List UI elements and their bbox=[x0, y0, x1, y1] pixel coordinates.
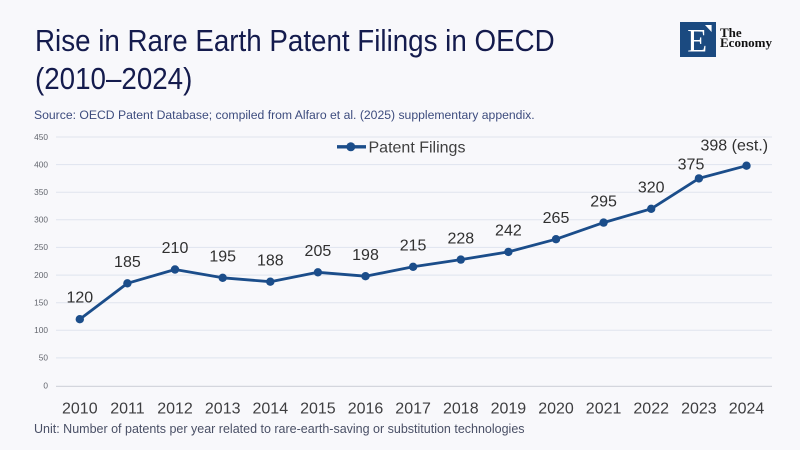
svg-text:2020: 2020 bbox=[538, 401, 574, 418]
svg-text:2012: 2012 bbox=[157, 401, 193, 418]
svg-text:320: 320 bbox=[638, 180, 665, 197]
svg-text:450: 450 bbox=[34, 132, 48, 142]
svg-text:120: 120 bbox=[66, 289, 93, 306]
svg-text:300: 300 bbox=[34, 215, 48, 225]
svg-text:228: 228 bbox=[447, 230, 474, 247]
svg-text:350: 350 bbox=[34, 187, 48, 197]
svg-text:2021: 2021 bbox=[586, 401, 622, 418]
svg-text:200: 200 bbox=[34, 270, 48, 280]
svg-text:188: 188 bbox=[257, 253, 284, 270]
svg-text:50: 50 bbox=[39, 353, 49, 363]
svg-text:242: 242 bbox=[495, 223, 522, 240]
svg-text:205: 205 bbox=[305, 243, 332, 260]
svg-text:2017: 2017 bbox=[395, 401, 431, 418]
svg-text:2023: 2023 bbox=[681, 401, 717, 418]
svg-text:2010: 2010 bbox=[62, 401, 98, 418]
svg-text:210: 210 bbox=[162, 240, 189, 257]
svg-text:198: 198 bbox=[352, 247, 379, 264]
svg-text:2022: 2022 bbox=[633, 401, 669, 418]
svg-text:E: E bbox=[687, 23, 707, 57]
svg-text:100: 100 bbox=[34, 325, 48, 335]
svg-text:2011: 2011 bbox=[110, 401, 145, 418]
svg-text:150: 150 bbox=[34, 298, 48, 308]
svg-text:2013: 2013 bbox=[205, 401, 241, 418]
svg-text:400: 400 bbox=[34, 159, 48, 169]
svg-text:195: 195 bbox=[209, 249, 236, 266]
svg-text:185: 185 bbox=[114, 254, 141, 271]
svg-text:265: 265 bbox=[543, 210, 570, 227]
svg-text:398 (est.): 398 (est.) bbox=[701, 138, 769, 155]
svg-text:2018: 2018 bbox=[443, 401, 479, 418]
svg-text:2015: 2015 bbox=[300, 401, 336, 418]
svg-text:215: 215 bbox=[400, 238, 427, 255]
svg-text:Patent Filings: Patent Filings bbox=[369, 139, 466, 156]
svg-text:0: 0 bbox=[43, 380, 48, 390]
svg-text:2024: 2024 bbox=[729, 401, 765, 418]
svg-text:2014: 2014 bbox=[253, 401, 289, 418]
svg-text:250: 250 bbox=[34, 242, 48, 252]
svg-text:2019: 2019 bbox=[491, 401, 527, 418]
svg-text:2016: 2016 bbox=[348, 401, 384, 418]
svg-text:295: 295 bbox=[590, 193, 617, 210]
svg-text:375: 375 bbox=[678, 157, 705, 174]
